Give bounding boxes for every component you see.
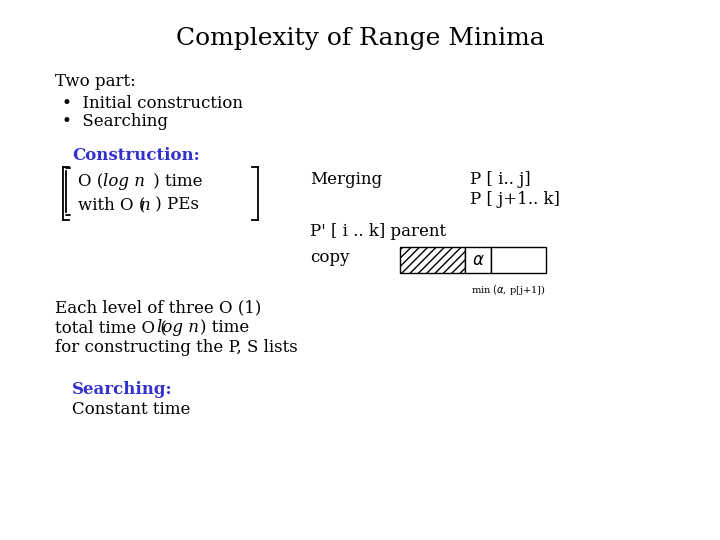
Text: Each level of three O (1): Each level of three O (1) xyxy=(55,300,261,316)
Text: •  Initial construction: • Initial construction xyxy=(62,94,243,111)
Text: total time O (: total time O ( xyxy=(55,320,167,336)
Text: Constant time: Constant time xyxy=(72,402,190,418)
Text: log n: log n xyxy=(157,320,199,336)
Text: with O (: with O ( xyxy=(78,197,150,213)
Text: copy: copy xyxy=(310,249,349,267)
Text: Construction:: Construction: xyxy=(72,146,199,164)
Text: log n: log n xyxy=(103,173,145,191)
Text: ) time: ) time xyxy=(148,173,202,191)
Text: Complexity of Range Minima: Complexity of Range Minima xyxy=(176,26,544,50)
Text: min $(\alpha$, p[j+1]): min $(\alpha$, p[j+1]) xyxy=(471,283,545,297)
Text: O (: O ( xyxy=(78,173,109,191)
Bar xyxy=(465,247,491,273)
Bar xyxy=(491,247,546,273)
Text: ) time: ) time xyxy=(200,320,249,336)
Text: for constructing the P, S lists: for constructing the P, S lists xyxy=(55,340,298,356)
Text: n: n xyxy=(140,197,150,213)
Text: $\alpha$: $\alpha$ xyxy=(472,251,485,269)
Text: ) PEs: ) PEs xyxy=(150,197,199,213)
Text: P [ j+1.. k]: P [ j+1.. k] xyxy=(470,192,560,208)
Text: Merging: Merging xyxy=(310,172,382,188)
Bar xyxy=(400,247,465,273)
Text: Two part:: Two part: xyxy=(55,73,136,91)
Text: P [ i.. j]: P [ i.. j] xyxy=(470,172,531,188)
Text: P' [ i .. k] parent: P' [ i .. k] parent xyxy=(310,224,446,240)
Text: Searching:: Searching: xyxy=(72,381,173,399)
Text: •  Searching: • Searching xyxy=(62,113,168,131)
